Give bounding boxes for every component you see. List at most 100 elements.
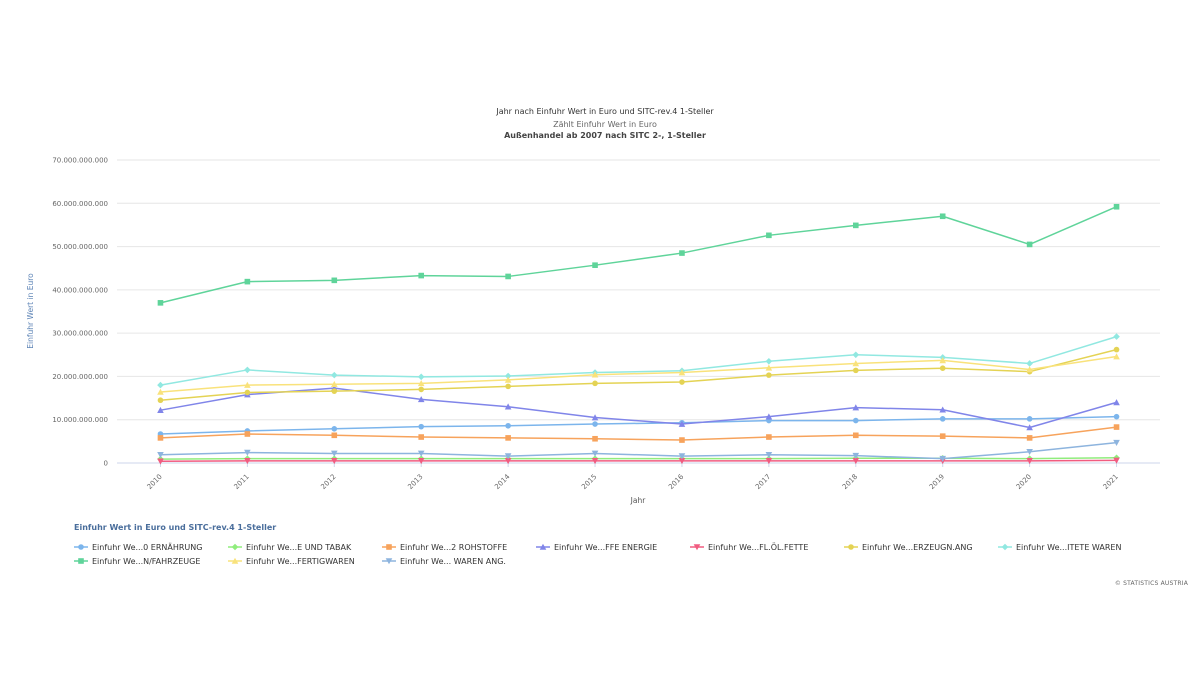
data-point[interactable] — [157, 381, 164, 389]
data-point[interactable] — [939, 406, 947, 413]
data-point[interactable] — [504, 376, 512, 383]
legend-item[interactable]: Einfuhr We...N/FAHRZEUGE — [74, 554, 228, 568]
data-point[interactable] — [939, 365, 946, 372]
legend-item[interactable]: Einfuhr We...E UND TABAK — [228, 540, 382, 554]
data-point[interactable] — [1026, 448, 1033, 456]
data-point[interactable] — [939, 455, 947, 462]
data-point[interactable] — [1113, 457, 1120, 464]
data-point[interactable] — [417, 380, 425, 387]
data-point[interactable] — [852, 222, 859, 229]
data-point[interactable] — [244, 458, 251, 465]
data-point[interactable] — [1113, 439, 1120, 446]
data-point[interactable] — [418, 423, 425, 430]
legend-item[interactable]: Einfuhr We...ITETE WAREN — [998, 540, 1152, 554]
data-point[interactable] — [157, 451, 164, 459]
data-point[interactable] — [852, 351, 860, 359]
data-point[interactable] — [1026, 366, 1033, 373]
legend-item[interactable]: Einfuhr We... WAREN ANG. — [382, 554, 536, 568]
data-point[interactable] — [852, 452, 860, 459]
data-point[interactable] — [591, 414, 599, 421]
data-point[interactable] — [766, 232, 772, 239]
data-point[interactable] — [505, 422, 511, 429]
data-point[interactable] — [504, 403, 512, 410]
data-point[interactable] — [157, 300, 164, 306]
series-line[interactable] — [160, 441, 1117, 460]
data-point[interactable] — [939, 433, 946, 439]
series-line[interactable] — [160, 206, 1117, 304]
data-point[interactable] — [679, 250, 685, 256]
data-point[interactable] — [766, 372, 772, 378]
data-point[interactable] — [505, 383, 511, 390]
data-point[interactable] — [852, 404, 860, 411]
data-point[interactable] — [852, 367, 859, 374]
data-point[interactable] — [592, 380, 598, 387]
data-point[interactable] — [157, 388, 164, 395]
data-point[interactable] — [157, 397, 164, 404]
legend-item[interactable]: Einfuhr We...FL.ÖL.FETTE — [690, 540, 844, 554]
legend-item[interactable]: Einfuhr We...ERZEUGN.ANG — [844, 540, 998, 554]
series-line[interactable] — [160, 348, 1117, 401]
data-point[interactable] — [1113, 413, 1120, 420]
data-point[interactable] — [1026, 458, 1033, 465]
legend-item[interactable]: Einfuhr We...0 ERNÄHRUNG — [74, 540, 228, 554]
data-point[interactable] — [939, 357, 947, 364]
data-point[interactable] — [331, 277, 338, 284]
data-point[interactable] — [244, 431, 251, 437]
data-point[interactable] — [331, 426, 338, 432]
data-point[interactable] — [1026, 416, 1033, 422]
data-point[interactable] — [1026, 241, 1033, 248]
data-point[interactable] — [330, 380, 338, 388]
data-point[interactable] — [504, 458, 512, 465]
data-point[interactable] — [765, 364, 773, 371]
data-point[interactable] — [592, 435, 598, 442]
data-point[interactable] — [330, 458, 338, 465]
data-point[interactable] — [592, 262, 598, 268]
data-point[interactable] — [1026, 360, 1033, 367]
data-point[interactable] — [505, 435, 511, 441]
data-point[interactable] — [852, 432, 859, 439]
data-point[interactable] — [1026, 435, 1033, 441]
data-point[interactable] — [592, 421, 598, 427]
data-point[interactable] — [417, 450, 425, 457]
data-point[interactable] — [1113, 399, 1120, 406]
data-point[interactable] — [1113, 203, 1120, 210]
data-point[interactable] — [244, 381, 251, 388]
data-point[interactable] — [678, 369, 686, 376]
series-line[interactable] — [160, 426, 1117, 441]
data-point[interactable] — [157, 435, 164, 441]
data-point[interactable] — [417, 458, 425, 465]
data-point[interactable] — [766, 434, 772, 440]
data-point[interactable] — [678, 453, 686, 460]
legend-item[interactable]: Einfuhr We...FFE ENERGIE — [536, 540, 690, 554]
data-point[interactable] — [1113, 333, 1120, 340]
series-line[interactable] — [160, 415, 1117, 435]
data-point[interactable] — [591, 371, 599, 378]
legend-item[interactable]: Einfuhr We...FERTIGWAREN — [228, 554, 382, 568]
series-line[interactable] — [160, 355, 1117, 393]
data-point[interactable] — [505, 273, 511, 280]
data-point[interactable] — [418, 272, 425, 279]
data-point[interactable] — [330, 450, 338, 457]
series-line[interactable] — [160, 459, 1117, 463]
data-point[interactable] — [939, 213, 946, 220]
data-point[interactable] — [679, 437, 685, 443]
data-point[interactable] — [417, 396, 425, 403]
data-point[interactable] — [679, 379, 685, 385]
data-point[interactable] — [418, 434, 425, 440]
data-point[interactable] — [1113, 424, 1120, 430]
data-point[interactable] — [852, 417, 859, 424]
data-point[interactable] — [157, 406, 164, 413]
data-point[interactable] — [939, 416, 946, 422]
data-point[interactable] — [1026, 424, 1033, 431]
data-point[interactable] — [244, 449, 251, 456]
data-point[interactable] — [1113, 353, 1120, 360]
legend-item[interactable]: Einfuhr We...2 ROHSTOFFE — [382, 540, 536, 554]
data-point[interactable] — [678, 458, 686, 465]
data-point[interactable] — [330, 371, 338, 379]
series-line[interactable] — [160, 335, 1117, 386]
data-point[interactable] — [418, 386, 425, 393]
data-point[interactable] — [852, 360, 860, 367]
data-point[interactable] — [244, 278, 251, 285]
data-point[interactable] — [244, 389, 251, 396]
data-point[interactable] — [244, 366, 251, 374]
